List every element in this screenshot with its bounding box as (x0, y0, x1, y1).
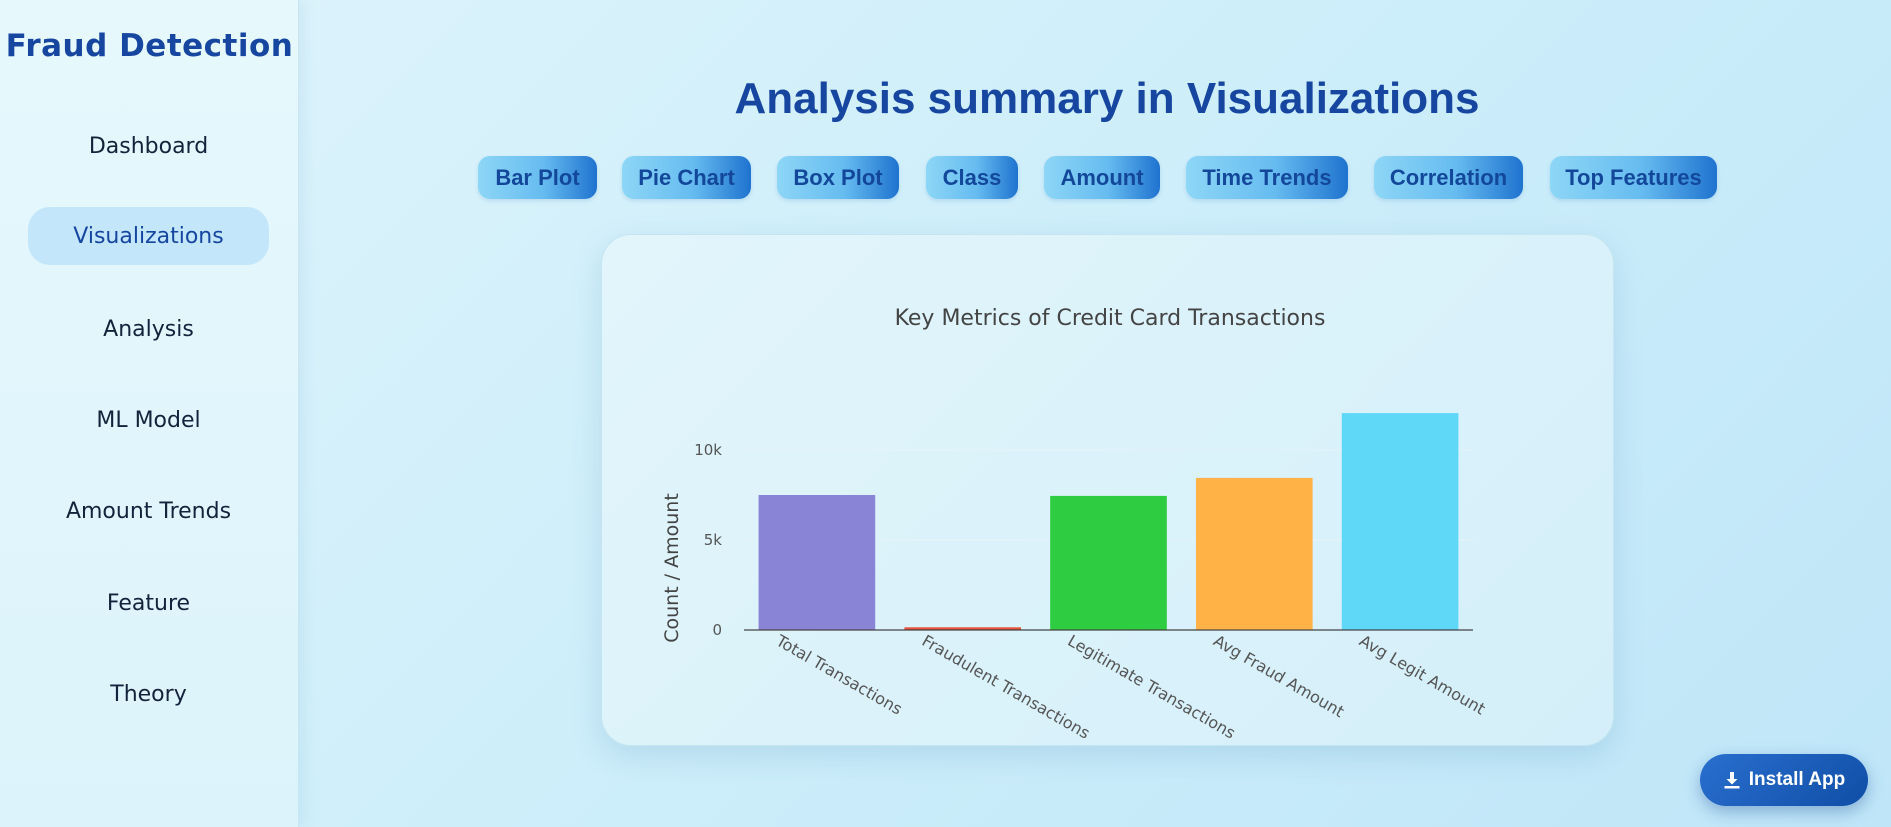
sidebar-item-feature[interactable]: Feature (106, 590, 191, 616)
tab-bar-plot[interactable]: Bar Plot (478, 156, 597, 199)
sidebar-item-theory[interactable]: Theory (110, 681, 187, 707)
y-tick-label: 10k (694, 441, 722, 459)
page-title: Analysis summary in Visualizations (734, 74, 1480, 123)
tab-correlation[interactable]: Correlation (1374, 156, 1523, 199)
x-axis-labels: Total Transactions Fraudulent Transaction… (772, 631, 1489, 743)
y-tick-label: 0 (712, 621, 722, 639)
download-icon (1723, 771, 1741, 789)
sidebar-item-ml-model[interactable]: ML Model (96, 407, 201, 433)
tab-amount[interactable]: Amount (1044, 156, 1160, 199)
sidebar-item-analysis[interactable]: Analysis (103, 316, 194, 342)
visualization-tabs: Bar Plot Pie Chart Box Plot Class Amount… (0, 156, 1891, 200)
tab-top-features[interactable]: Top Features (1550, 156, 1717, 199)
sidebar: Fraud Detection Dashboard Visualizations… (0, 0, 299, 827)
bar-legitimate-transactions (1050, 495, 1167, 630)
bar-fraudulent-transactions (904, 627, 1022, 630)
x-tick-label: Total Transactions (772, 631, 906, 719)
x-tick-label: Avg Legit Amount (1356, 631, 1489, 718)
chart-bars (758, 413, 1459, 630)
tab-pie-chart[interactable]: Pie Chart (622, 156, 751, 199)
chart-card: Key Metrics of Credit Card Transactions … (601, 234, 1614, 746)
tab-time-trends[interactable]: Time Trends (1186, 156, 1348, 199)
tab-box-plot[interactable]: Box Plot (777, 156, 899, 199)
y-axis-title: Count / Amount (661, 493, 683, 643)
sidebar-item-dashboard[interactable]: Dashboard (88, 133, 209, 159)
sidebar-item-visualizations[interactable]: Visualizations (28, 207, 269, 265)
sidebar-item-amount-trends[interactable]: Amount Trends (65, 498, 232, 524)
chart-title: Key Metrics of Credit Card Transactions (895, 306, 1326, 331)
x-tick-label: Avg Fraud Amount (1210, 631, 1347, 721)
y-tick-label: 5k (704, 531, 723, 549)
tab-class[interactable]: Class (926, 156, 1018, 199)
brand-title: Fraud Detection (5, 28, 294, 64)
bar-avg-fraud-amount (1195, 477, 1313, 630)
y-axis-ticks: 0 5k 10k (694, 441, 722, 639)
install-app-label: Install App (1748, 769, 1846, 790)
bar-total-transactions (758, 495, 876, 630)
install-app-button[interactable]: Install App (1700, 754, 1868, 806)
bar-chart: Key Metrics of Credit Card Transactions … (661, 306, 1489, 743)
bar-avg-legit-amount (1341, 413, 1459, 630)
